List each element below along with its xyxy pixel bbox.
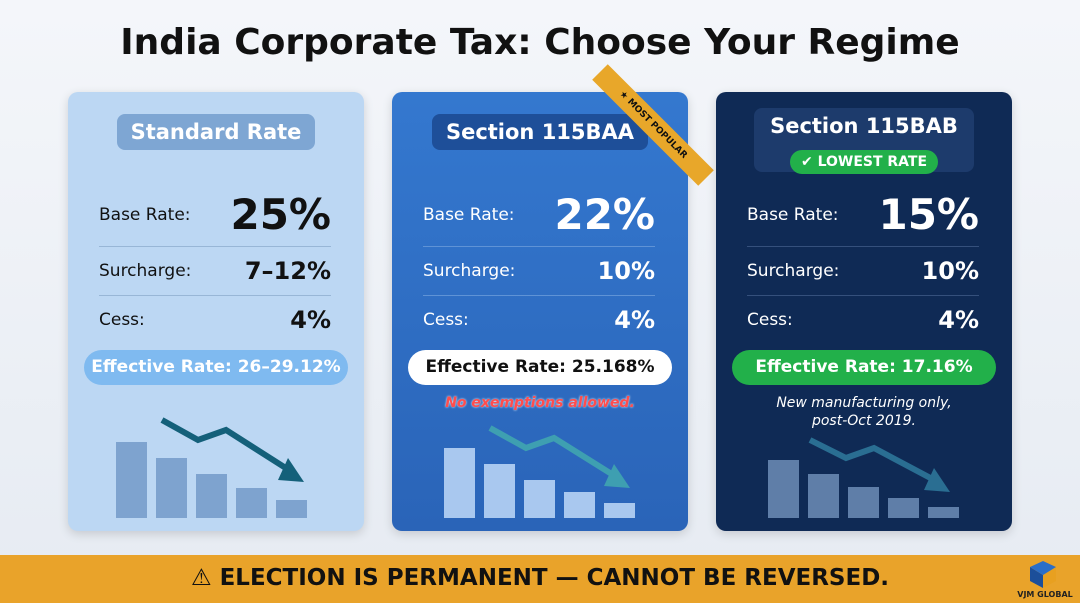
badge: ✔ LOWEST RATE [790,150,938,174]
separator [423,295,655,296]
separator [747,295,979,296]
row-label: Surcharge: [99,260,192,281]
row-value: 4% [290,305,331,334]
logo-text: VJM GLOBAL [1017,590,1073,599]
logo-icon [1030,561,1056,588]
separator [99,246,331,247]
badge-text: LOWEST RATE [817,154,928,170]
row-label: Base Rate: [423,204,515,225]
row-label: Cess: [99,309,145,330]
row-value: 22% [554,190,655,239]
effective-value: 25.168% [571,357,655,377]
warning: ⚠ ELECTION IS PERMANENT — CANNOT BE REVE… [190,565,890,591]
title: India Corporate Tax: Choose Your Regime [120,22,960,63]
row-value: 15% [878,190,979,239]
effective-label: Effective Rate: [425,357,566,377]
row: Cess: 4% [747,295,979,344]
footer-band [0,555,1080,603]
row: Surcharge: 10% [423,246,655,295]
row: Cess: 4% [99,295,331,344]
row: Base Rate: 25% [99,190,331,239]
card: Section 115BAA Base Rate: 22% Surcharge: 1… [392,92,688,531]
effective-rate: Effective Rate: 25.168% [408,350,672,385]
note: New manufacturing only, [776,395,952,411]
card-name: Standard Rate [116,114,316,150]
row-value: 4% [614,305,655,334]
row: Cess: 4% [423,295,655,344]
row: Surcharge: 10% [747,246,979,295]
separator [99,295,331,296]
effective-value: 17.16% [901,357,973,377]
row-label: Base Rate: [747,204,839,225]
decor-chart [116,417,307,518]
decor-chart [444,425,635,518]
effective-rate: Effective Rate: 17.16% [732,350,996,385]
row: Base Rate: 15% [747,190,979,239]
effective-label: Effective Rate: [91,357,232,377]
card-header: Section 115BAA [392,114,688,150]
separator [747,246,979,247]
card-name: Section 115BAA [431,114,649,150]
row-label: Cess: [423,309,469,330]
card: Section 115BAB ✔ LOWEST RATE Base Rate: 1… [716,92,1012,531]
note: post-Oct 2019. [811,413,917,429]
effective-value: 26–29.12% [237,357,341,377]
row: Base Rate: 22% [423,190,655,239]
row-value: 10% [597,256,655,285]
row: Surcharge: 7–12% [99,246,331,295]
effective-rate: Effective Rate: 26–29.12% [84,350,348,385]
row-value: 4% [938,305,979,334]
separator [423,246,655,247]
row-label: Surcharge: [423,260,516,281]
row-value: 25% [230,190,331,239]
decor-chart [768,437,959,518]
row-value: 7–12% [244,256,331,285]
row-value: 10% [921,256,979,285]
row-label: Cess: [747,309,793,330]
card: Standard Rate Base Rate: 25% Surcharge: 7–… [68,92,364,531]
row-label: Base Rate: [99,204,191,225]
row-label: Surcharge: [747,260,840,281]
card-header: Standard Rate [68,114,364,150]
note: No exemptions allowed. [445,395,635,411]
effective-label: Effective Rate: [755,357,896,377]
warning-text: ELECTION IS PERMANENT — CANNOT BE REVERS… [219,565,890,591]
